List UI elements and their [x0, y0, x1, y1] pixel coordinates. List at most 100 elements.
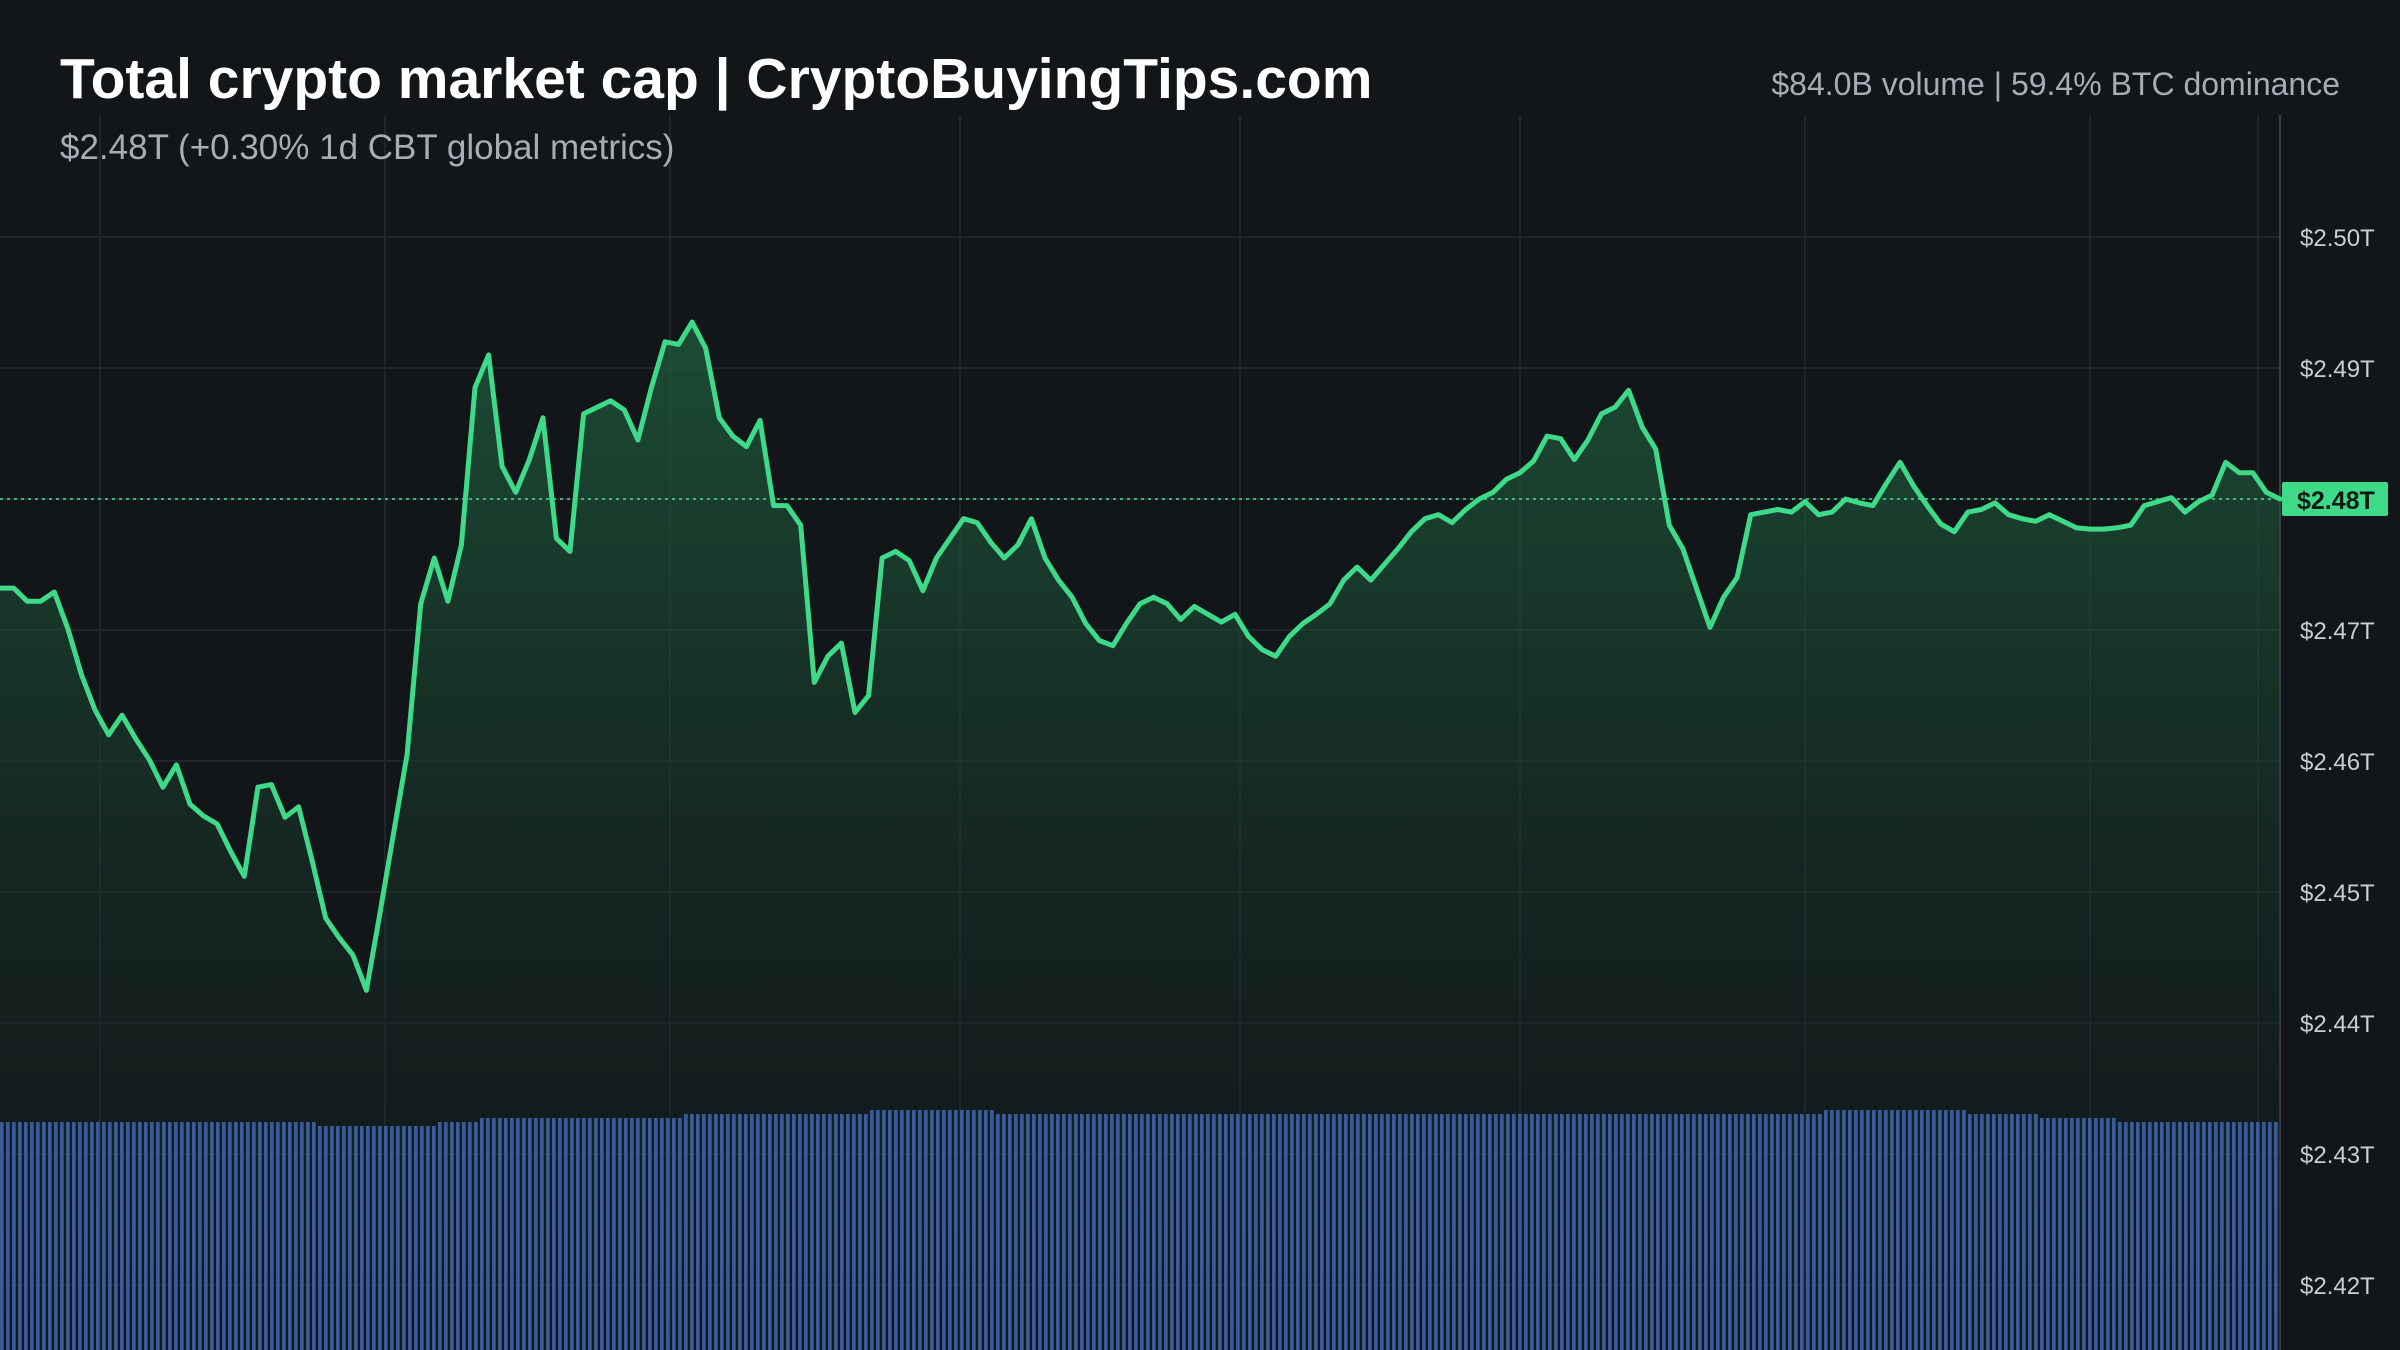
volume-bar — [1992, 1114, 1996, 1350]
volume-bar — [2202, 1122, 2206, 1350]
volume-bar — [930, 1110, 934, 1350]
volume-bar — [48, 1122, 52, 1350]
volume-bar — [1962, 1110, 1966, 1350]
volume-bar — [36, 1122, 40, 1350]
volume-bar — [132, 1122, 136, 1350]
volume-bar — [1374, 1114, 1378, 1350]
chart-subtitle: $2.48T (+0.30% 1d CBT global metrics) — [60, 128, 675, 167]
volume-bar — [768, 1114, 772, 1350]
volume-bar — [1272, 1114, 1276, 1350]
volume-bar — [126, 1122, 130, 1350]
volume-bar — [180, 1122, 184, 1350]
volume-bar — [924, 1110, 928, 1350]
volume-bar — [1308, 1114, 1312, 1350]
volume-bar — [1458, 1114, 1462, 1350]
volume-bar — [864, 1114, 868, 1350]
volume-bar — [2046, 1118, 2050, 1350]
volume-bar — [564, 1118, 568, 1350]
volume-bar — [2220, 1122, 2224, 1350]
volume-bar — [1596, 1114, 1600, 1350]
volume-bar — [318, 1126, 322, 1350]
volume-bar — [756, 1114, 760, 1350]
volume-bar — [456, 1122, 460, 1350]
volume-bar — [1968, 1114, 1972, 1350]
volume-bar — [1080, 1114, 1084, 1350]
volume-dominance-stats: $84.0B volume | 59.4% BTC dominance — [1771, 66, 2340, 102]
volume-bar — [1476, 1114, 1480, 1350]
volume-bar — [1128, 1114, 1132, 1350]
volume-bar — [2166, 1122, 2170, 1350]
volume-bar — [786, 1114, 790, 1350]
volume-bar — [1824, 1110, 1828, 1350]
volume-bar — [612, 1118, 616, 1350]
volume-bar — [552, 1118, 556, 1350]
volume-bar — [2016, 1114, 2020, 1350]
volume-bar — [504, 1118, 508, 1350]
volume-bar — [1464, 1114, 1468, 1350]
volume-bar — [906, 1110, 910, 1350]
volume-bar — [1116, 1114, 1120, 1350]
volume-bar — [1638, 1114, 1642, 1350]
volume-bars — [0, 1110, 2278, 1350]
volume-bar — [1836, 1110, 1840, 1350]
volume-bar — [1488, 1114, 1492, 1350]
y-tick-label: $2.50T — [2300, 225, 2375, 252]
volume-bar — [54, 1122, 58, 1350]
volume-bar — [1140, 1114, 1144, 1350]
volume-bar — [1758, 1114, 1762, 1350]
volume-bar — [204, 1122, 208, 1350]
volume-bar — [1806, 1114, 1810, 1350]
volume-bar — [1326, 1114, 1330, 1350]
volume-bar — [1986, 1114, 1990, 1350]
volume-bar — [72, 1122, 76, 1350]
volume-bar — [1512, 1114, 1516, 1350]
volume-bar — [666, 1118, 670, 1350]
volume-bar — [1566, 1114, 1570, 1350]
volume-bar — [1914, 1110, 1918, 1350]
volume-bar — [2148, 1122, 2152, 1350]
volume-bar — [540, 1118, 544, 1350]
volume-bar — [990, 1110, 994, 1350]
volume-bar — [1680, 1114, 1684, 1350]
volume-bar — [138, 1122, 142, 1350]
volume-bar — [372, 1126, 376, 1350]
volume-bar — [1062, 1114, 1066, 1350]
volume-bar — [1440, 1114, 1444, 1350]
volume-bar — [2256, 1122, 2260, 1350]
volume-bar — [426, 1126, 430, 1350]
volume-bar — [1536, 1114, 1540, 1350]
volume-bar — [1392, 1114, 1396, 1350]
volume-bar — [30, 1122, 34, 1350]
volume-bar — [2082, 1118, 2086, 1350]
volume-bar — [1692, 1114, 1696, 1350]
volume-bar — [228, 1122, 232, 1350]
volume-bar — [996, 1114, 1000, 1350]
volume-bar — [1098, 1114, 1102, 1350]
volume-bar — [1134, 1114, 1138, 1350]
volume-bar — [1974, 1114, 1978, 1350]
volume-bar — [1242, 1114, 1246, 1350]
volume-bar — [702, 1114, 706, 1350]
volume-bar — [1788, 1114, 1792, 1350]
volume-bar — [240, 1122, 244, 1350]
volume-bar — [1980, 1114, 1984, 1350]
volume-bar — [186, 1122, 190, 1350]
volume-bar — [2052, 1118, 2056, 1350]
volume-bar — [1380, 1114, 1384, 1350]
volume-bar — [2136, 1122, 2140, 1350]
volume-bar — [1344, 1114, 1348, 1350]
market-cap-area — [0, 322, 2280, 1350]
volume-bar — [2232, 1122, 2236, 1350]
volume-bar — [330, 1126, 334, 1350]
volume-bar — [2178, 1122, 2182, 1350]
volume-bar — [660, 1118, 664, 1350]
volume-bar — [294, 1122, 298, 1350]
volume-bar — [1842, 1110, 1846, 1350]
volume-bar — [1026, 1114, 1030, 1350]
volume-bar — [1086, 1114, 1090, 1350]
volume-bar — [738, 1114, 742, 1350]
volume-bar — [708, 1114, 712, 1350]
volume-bar — [744, 1114, 748, 1350]
volume-bar — [360, 1126, 364, 1350]
volume-bar — [474, 1122, 478, 1350]
